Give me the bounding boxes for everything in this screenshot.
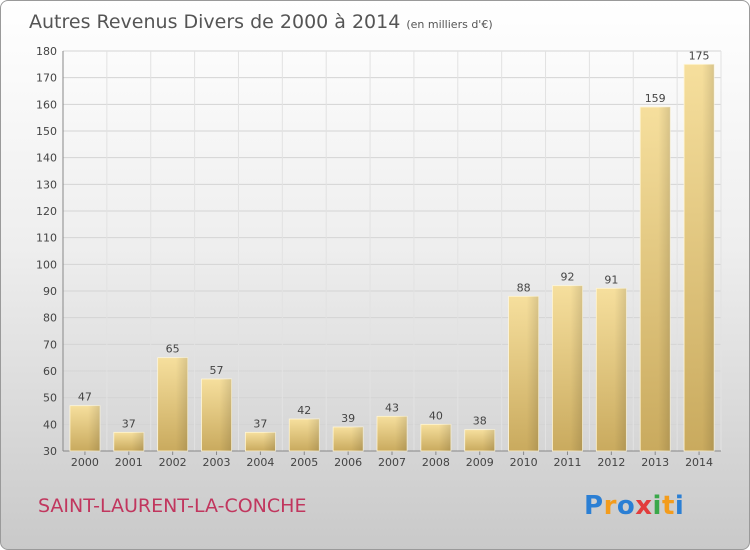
data-label: 37 xyxy=(122,417,136,430)
logo-letter: o xyxy=(616,491,636,521)
bar-shade xyxy=(658,107,671,451)
data-label: 175 xyxy=(689,49,710,62)
x-tick-label: 2003 xyxy=(203,456,231,469)
y-tick-label: 140 xyxy=(36,152,57,165)
data-label: 39 xyxy=(341,412,355,425)
x-tick-label: 2006 xyxy=(334,456,362,469)
bars: 47 37 65 57 37 42 39 43 40 38 88 92 91 159 175 xyxy=(69,49,715,452)
data-label: 57 xyxy=(210,364,224,377)
chart-title-text: Autres Revenus Divers de 2000 à 2014 xyxy=(29,11,401,33)
x-tick-label: 2008 xyxy=(422,456,450,469)
proxiti-logo: Proxiti xyxy=(584,491,684,521)
data-label: 65 xyxy=(166,343,180,356)
y-tick-label: 50 xyxy=(43,392,57,405)
y-tick-label: 150 xyxy=(36,125,57,138)
y-tick-label: 130 xyxy=(36,178,57,191)
x-tick-label: 2007 xyxy=(378,456,406,469)
x-tick-label: 2012 xyxy=(597,456,625,469)
data-label: 88 xyxy=(517,281,531,294)
logo-letter: i xyxy=(652,491,662,521)
x-tick-label: 2011 xyxy=(553,456,581,469)
y-tick-label: 180 xyxy=(36,45,57,58)
data-label: 43 xyxy=(385,401,399,414)
bar-shade xyxy=(87,405,100,451)
bar-shade xyxy=(307,419,320,451)
data-label: 92 xyxy=(560,271,574,284)
data-label: 37 xyxy=(253,417,267,430)
y-tick-label: 60 xyxy=(43,365,57,378)
bar-shade xyxy=(175,357,188,451)
logo-letter: r xyxy=(603,491,617,521)
bar-shade xyxy=(263,432,276,451)
bar-shade xyxy=(131,432,144,451)
logo-letter: t xyxy=(661,491,675,521)
bar-shade xyxy=(570,285,583,451)
chart-title-unit: (en milliers d'€) xyxy=(406,18,493,31)
y-tick-label: 90 xyxy=(43,285,57,298)
chart-title: Autres Revenus Divers de 2000 à 2014 (en … xyxy=(29,11,493,33)
bar-shade xyxy=(219,379,232,451)
x-tick-label: 2004 xyxy=(246,456,274,469)
commune-name: SAINT-LAURENT-LA-CONCHE xyxy=(38,495,307,517)
y-tick-label: 110 xyxy=(36,232,57,245)
axes: 30 40 50 60 70 80 90 100 110 120 130 140 150 160 170 18… xyxy=(36,45,721,469)
y-tick-label: 70 xyxy=(43,338,57,351)
y-tick-label: 170 xyxy=(36,72,57,85)
bar-shade xyxy=(702,64,715,452)
bar-shade xyxy=(482,429,495,451)
data-label: 38 xyxy=(473,415,487,428)
y-tick-label: 120 xyxy=(36,205,57,218)
data-label: 40 xyxy=(429,409,443,422)
y-tick-label: 40 xyxy=(43,418,57,431)
x-tick-label: 2000 xyxy=(71,456,99,469)
data-label: 91 xyxy=(604,273,618,286)
bar-shade xyxy=(395,416,407,451)
y-tick-label: 100 xyxy=(36,258,57,271)
x-tick-label: 2013 xyxy=(641,456,669,469)
data-label: 159 xyxy=(645,92,666,105)
bar-shade xyxy=(526,296,539,451)
y-tick-label: 80 xyxy=(43,312,57,325)
bar-shade xyxy=(438,424,451,451)
x-tick-label: 2005 xyxy=(290,456,318,469)
logo-letter: P xyxy=(584,491,604,521)
logo-letter: x xyxy=(635,491,653,521)
x-tick-label: 2002 xyxy=(159,456,187,469)
y-tick-label: 30 xyxy=(43,445,57,458)
logo-letter: i xyxy=(674,491,685,521)
y-tick-label: 160 xyxy=(36,98,57,111)
data-label: 42 xyxy=(297,404,311,417)
x-tick-label: 2010 xyxy=(510,456,538,469)
bar-shade xyxy=(351,427,364,451)
x-tick-label: 2001 xyxy=(115,456,143,469)
x-tick-label: 2009 xyxy=(466,456,494,469)
data-label: 47 xyxy=(78,391,92,404)
bar-shade xyxy=(614,288,627,451)
x-tick-label: 2014 xyxy=(685,456,713,469)
